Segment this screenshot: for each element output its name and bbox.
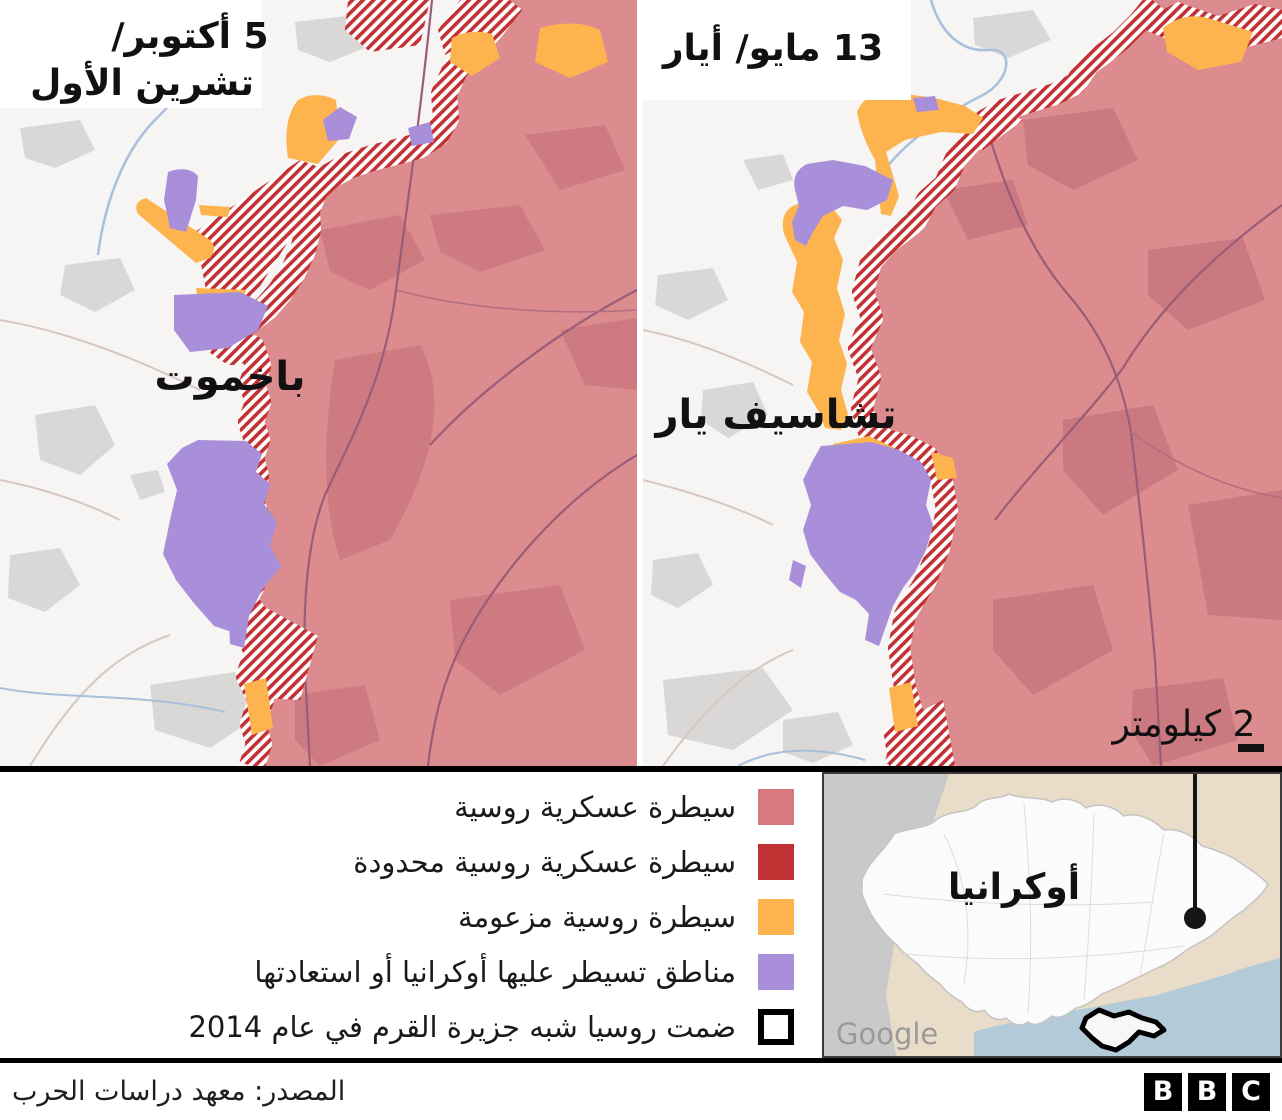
city-label-bakhmut: باخموت [155, 354, 306, 400]
legend-swatch-claimed [758, 899, 794, 935]
map-panel-october: باخموت 5 أكتوبر/ تشرين الأول [0, 0, 637, 766]
date-title-line1: 5 أكتوبر/ [111, 12, 268, 57]
legend-label: مناطق تسيطر عليها أوكرانيا أو استعادتها [254, 955, 736, 989]
date-title-line2: تشرين الأول [30, 60, 254, 104]
footer: المصدر: معهد دراسات الحرب B B C [0, 1063, 1282, 1120]
inset-crimea-outline [1079, 1007, 1167, 1053]
scale-indicator: 2 كيلومتر [1111, 704, 1264, 752]
date-box-may: 13 مايو/ أيار [643, 0, 911, 100]
inset-sea [974, 958, 1280, 1056]
bbc-logo-block: B [1188, 1072, 1226, 1111]
claimed-control-areas [136, 23, 608, 735]
legend-label: سيطرة روسية مزعومة [458, 900, 736, 934]
inset-svg: أوكرانيا Google [824, 774, 1280, 1056]
legend-label: سيطرة عسكرية روسية [454, 790, 736, 824]
map-panel-may: تشاسيف يار 2 كيلومتر 13 مايو/ أيار [643, 0, 1282, 766]
legend-item-crimea: ضمت روسيا شبه جزيرة القرم في عام 2014 [0, 1009, 794, 1045]
legend-row: سيطرة عسكرية روسية سيطرة عسكرية روسية مح… [0, 772, 1282, 1058]
legend-item-claimed-control: سيطرة روسية مزعومة [0, 899, 794, 935]
legend-item-russian-control: سيطرة عسكرية روسية [0, 789, 794, 825]
ukraine-control-areas [163, 107, 434, 648]
legend-item-limited-control: سيطرة عسكرية روسية محدودة [0, 844, 794, 880]
inset-ukraine-shape [861, 793, 1269, 1026]
ukraine-control-areas [789, 96, 939, 646]
legend: سيطرة عسكرية روسية سيطرة عسكرية روسية مح… [0, 772, 822, 1058]
map-divider [637, 0, 643, 766]
map-may-svg: تشاسيف يار 2 كيلومتر 13 مايو/ أيار [643, 0, 1282, 766]
map-comparison-row: باخموت 5 أكتوبر/ تشرين الأول [0, 0, 1282, 766]
inset-country-label: أوكرانيا [948, 863, 1080, 908]
legend-swatch-ukraine [758, 954, 794, 990]
legend-item-ukraine-control: مناطق تسيطر عليها أوكرانيا أو استعادتها [0, 954, 794, 990]
google-watermark: Google [836, 1017, 938, 1051]
legend-swatch-russian [758, 789, 794, 825]
map-october-svg: باخموت 5 أكتوبر/ تشرين الأول [0, 0, 637, 766]
roads-occupied [983, 121, 1282, 766]
separator-top [0, 766, 1282, 772]
source-credit: المصدر: معهد دراسات الحرب [12, 1076, 346, 1107]
limited-control-band [848, 0, 1164, 766]
roads-rivers [643, 0, 1008, 766]
bbc-logo-block: C [1232, 1072, 1270, 1111]
inset-location-marker [1184, 774, 1206, 929]
bbc-logo: B B C [1144, 1072, 1270, 1111]
urban-patches-gray [651, 10, 1051, 763]
locator-inset-map: أوكرانيا Google [822, 772, 1282, 1058]
legend-label: ضمت روسيا شبه جزيرة القرم في عام 2014 [188, 1010, 736, 1044]
city-label-chasiv-yar: تشاسيف يار [653, 392, 896, 438]
urban-patches-gray [8, 15, 372, 748]
separator-bottom [0, 1058, 1282, 1063]
scale-bar [1238, 744, 1264, 752]
inset-oblast-borders [883, 803, 1185, 1015]
date-title: 13 مايو/ أيار [661, 24, 883, 69]
bbc-logo-block: B [1144, 1072, 1182, 1111]
legend-swatch-crimea-outline [758, 1009, 794, 1045]
legend-swatch-limited [758, 844, 794, 880]
legend-label: سيطرة عسكرية روسية محدودة [353, 845, 736, 879]
scale-label: 2 كيلومتر [1111, 704, 1256, 745]
date-box-october: 5 أكتوبر/ تشرين الأول [0, 0, 269, 108]
